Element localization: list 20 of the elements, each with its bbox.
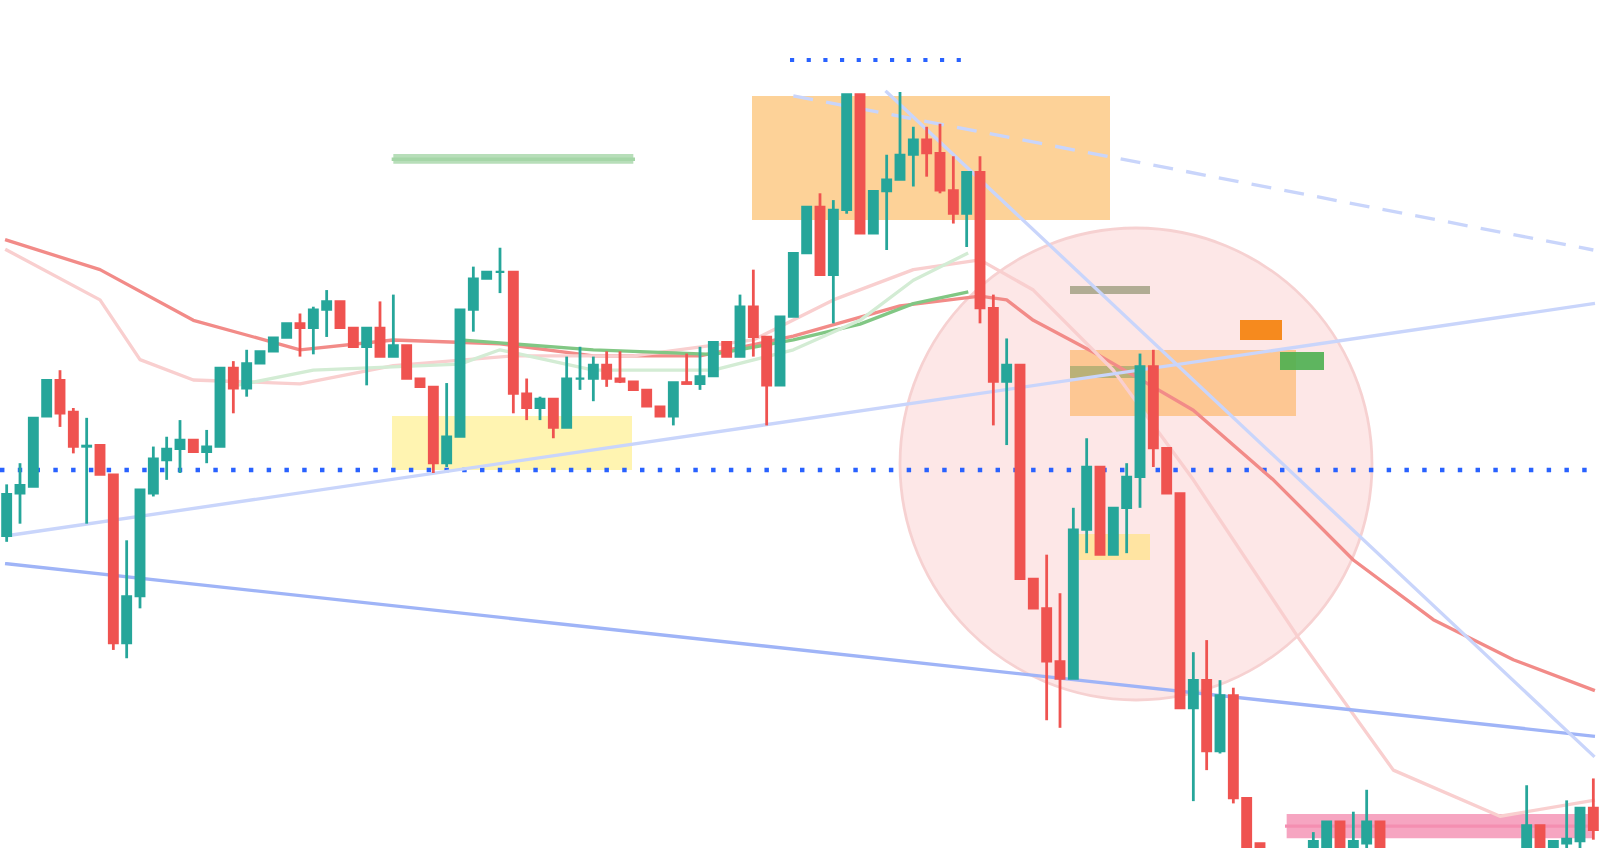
candlestick	[1001, 337, 1013, 447]
candlestick	[41, 378, 53, 418]
candlestick	[667, 380, 679, 427]
candlestick	[961, 170, 973, 249]
candlestick	[227, 359, 239, 415]
candlestick	[1374, 820, 1386, 848]
candlestick	[1587, 777, 1599, 842]
candlestick	[387, 293, 399, 358]
candlestick	[587, 355, 599, 403]
candlestick	[81, 416, 93, 526]
candlestick	[374, 300, 386, 358]
candlestick	[534, 395, 546, 422]
candlestick	[294, 312, 306, 358]
candlestick	[1187, 650, 1199, 803]
candlestick	[1521, 783, 1533, 848]
candlestick	[361, 326, 373, 387]
candlestick	[1534, 824, 1546, 848]
candlestick	[681, 352, 693, 386]
candlestick	[547, 397, 559, 440]
candlestick	[1334, 820, 1346, 848]
